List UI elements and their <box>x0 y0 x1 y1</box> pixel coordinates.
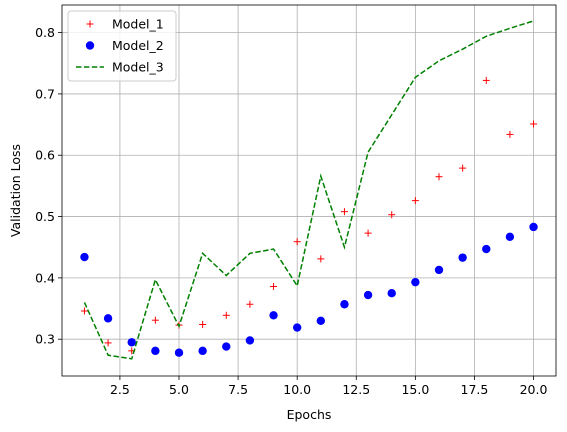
model-2-point <box>269 311 278 320</box>
y-tick-label: 0.7 <box>35 86 55 101</box>
y-tick-label: 0.3 <box>35 332 55 347</box>
model-1-point <box>482 76 490 84</box>
model-1-point <box>199 320 207 328</box>
x-tick-label: 7.5 <box>228 382 248 397</box>
model-2-point <box>174 348 184 357</box>
model-1-point <box>506 130 514 138</box>
model-2-point <box>529 222 538 232</box>
legend-box <box>67 10 177 82</box>
model-2-point <box>103 314 113 323</box>
model-2-point <box>198 346 207 356</box>
legend-handle <box>86 20 94 28</box>
x-axis-label: Epochs <box>287 407 332 422</box>
legend-entry-model-2: Model_2 <box>85 38 164 53</box>
x-tick-label: 15.0 <box>401 382 429 397</box>
y-tick-label: 0.8 <box>35 25 55 40</box>
model-2-point <box>292 323 302 332</box>
legend-label: Model_3 <box>112 60 164 75</box>
model-2-point <box>411 277 420 287</box>
model-1-point <box>388 211 396 219</box>
model-2-point <box>316 316 326 326</box>
legend-label: Model_2 <box>112 38 164 53</box>
model-1-point <box>104 339 112 347</box>
model-1-point <box>364 229 372 237</box>
grid-layer <box>62 5 556 376</box>
model-1-point <box>459 164 467 172</box>
x-tick-label: 12.5 <box>342 382 370 397</box>
legend-label: Model_1 <box>112 17 164 32</box>
y-axis-label: Validation Loss <box>8 144 23 237</box>
model-1-point <box>435 173 443 181</box>
tick-layer: 2.5 5.0 7.5 10.0 12.5 15.0 17.5 20.0 0.3 0.4 0.5 0.… <box>35 25 547 397</box>
x-tick-label: 20.0 <box>520 382 548 397</box>
legend-handle <box>85 41 95 50</box>
model-3-line <box>83 20 534 360</box>
model-2-point <box>363 290 373 300</box>
x-tick-label: 17.5 <box>461 382 489 397</box>
legend: Model_1 Model_2 Model_3 <box>67 10 177 82</box>
model-1-point <box>317 255 325 263</box>
model-1-point <box>246 300 254 308</box>
model-2-point <box>222 342 231 351</box>
model-2-point <box>80 252 89 262</box>
model-2-point <box>434 265 444 275</box>
model-2-point <box>458 253 467 262</box>
legend-entry-model-3: Model_3 <box>76 60 164 75</box>
y-tick-label: 0.6 <box>35 148 55 163</box>
model-2-point <box>127 338 136 347</box>
series-layer <box>80 20 538 360</box>
x-tick-label: 5.0 <box>169 382 189 397</box>
x-tick-label: 2.5 <box>110 382 130 397</box>
legend-entry-model-1: Model_1 <box>86 17 164 32</box>
series-model-3 <box>83 20 534 360</box>
model-1-point <box>530 120 538 128</box>
model-1-point <box>340 208 348 216</box>
model-1-point <box>80 307 88 315</box>
model-2-point <box>482 244 491 254</box>
model-1-point <box>222 311 230 319</box>
x-tick-label: 10.0 <box>283 382 311 397</box>
model-2-point <box>151 346 160 356</box>
model-1-point <box>151 316 159 324</box>
model-2-point <box>340 300 349 309</box>
model-1-point <box>293 238 301 246</box>
series-model-1 <box>80 76 538 355</box>
y-tick-label: 0.4 <box>35 270 55 285</box>
model-1-point <box>270 282 278 290</box>
series-model-2 <box>80 222 538 357</box>
plot-frame <box>61 4 557 377</box>
model-1-point <box>411 197 419 205</box>
model-2-point <box>387 289 396 298</box>
y-tick-label: 0.5 <box>35 209 55 224</box>
model-2-point <box>245 336 255 345</box>
model-2-point <box>505 232 515 241</box>
